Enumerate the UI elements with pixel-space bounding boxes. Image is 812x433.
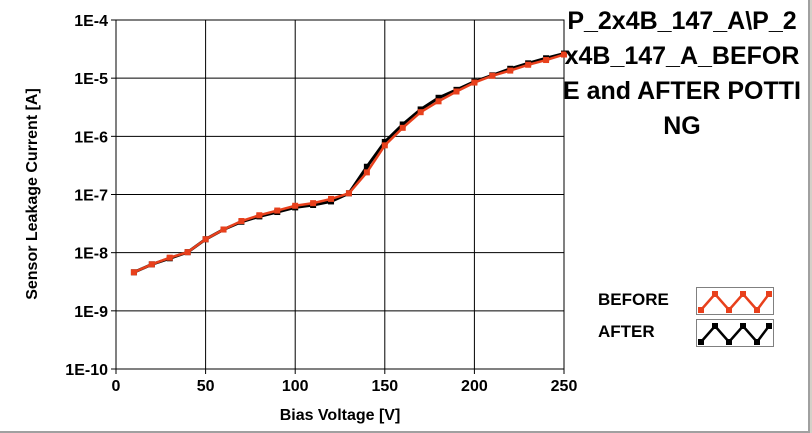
- data-point-before: [471, 79, 478, 86]
- data-point-after: [381, 138, 388, 145]
- zigzag-line-icon: [698, 291, 772, 313]
- data-point-before: [507, 67, 514, 74]
- data-point-before: [435, 98, 442, 105]
- data-point-before: [543, 57, 550, 64]
- y-axis-ticks: 1E-10 1E-9 1E-8 1E-7 1E-6 1E-5 1E-4: [65, 13, 116, 379]
- x-tick-label: 150: [371, 378, 398, 395]
- legend-marker: [754, 339, 760, 345]
- data-point-before: [328, 195, 335, 202]
- series-layer: [130, 50, 567, 276]
- y-tick-label: 1E-4: [74, 13, 108, 30]
- legend-marker: [726, 339, 732, 345]
- data-point-before: [220, 226, 227, 233]
- data-point-before: [417, 109, 424, 116]
- x-axis-title: Bias Voltage [V]: [280, 407, 401, 424]
- data-point-before: [292, 202, 299, 209]
- legend-marker: [698, 307, 704, 313]
- legend-label-before: BEFORE: [598, 290, 669, 309]
- legend-item-before: BEFORE: [588, 287, 784, 315]
- data-point-before: [381, 142, 388, 149]
- legend-marker: [726, 307, 732, 313]
- data-point-before: [256, 212, 263, 219]
- legend-marker: [766, 291, 772, 297]
- data-point-before: [130, 269, 137, 276]
- y-tick-label: 1E-5: [74, 71, 108, 88]
- data-point-before: [184, 249, 191, 256]
- data-point-before: [363, 169, 370, 176]
- data-point-before: [202, 236, 209, 243]
- x-tick-label: 250: [551, 378, 578, 395]
- data-point-before: [489, 72, 496, 79]
- x-tick-label: 50: [197, 378, 215, 395]
- y-tick-label: 1E-9: [74, 304, 108, 321]
- legend-marker: [754, 307, 760, 313]
- data-point-before: [148, 261, 155, 268]
- data-point-before: [399, 124, 406, 131]
- x-tick-label: 0: [112, 378, 121, 395]
- y-tick-label: 1E-8: [74, 246, 108, 263]
- x-tick-label: 100: [282, 378, 309, 395]
- y-axis-title: Sensor Leakage Current [A]: [24, 88, 41, 300]
- data-point-before: [238, 218, 245, 225]
- data-point-after: [435, 94, 442, 101]
- data-point-before: [274, 207, 281, 214]
- y-tick-label: 1E-7: [74, 188, 108, 205]
- data-point-before: [453, 88, 460, 95]
- legend-marker: [712, 291, 718, 297]
- x-tick-label: 200: [461, 378, 488, 395]
- legend-marker: [740, 291, 746, 297]
- data-point-before: [345, 190, 352, 197]
- data-point-before: [525, 61, 532, 68]
- zigzag-line-icon: [698, 323, 772, 345]
- legend-swatch-after[interactable]: [696, 319, 774, 347]
- legend-marker: [766, 323, 772, 329]
- legend-marker: [712, 323, 718, 329]
- legend-item-after: AFTER: [588, 319, 784, 347]
- legend: BEFORE AFTER: [588, 284, 784, 350]
- y-tick-label: 1E-10: [65, 362, 108, 379]
- y-tick-label: 1E-6: [74, 129, 108, 146]
- data-point-before: [166, 254, 173, 261]
- data-point-before: [561, 51, 567, 58]
- data-point-after: [399, 121, 406, 128]
- legend-label-after: AFTER: [598, 322, 655, 341]
- data-point-after: [363, 163, 370, 170]
- data-point-before: [310, 200, 317, 207]
- chart-title: P_2x4B_147_A\P_2x4B_147_A_BEFORE and AFT…: [563, 7, 801, 140]
- legend-marker: [698, 339, 704, 345]
- legend-swatch-before[interactable]: [696, 287, 774, 315]
- x-axis-ticks: 0 50 100 150 200 250: [112, 369, 578, 395]
- legend-marker: [740, 323, 746, 329]
